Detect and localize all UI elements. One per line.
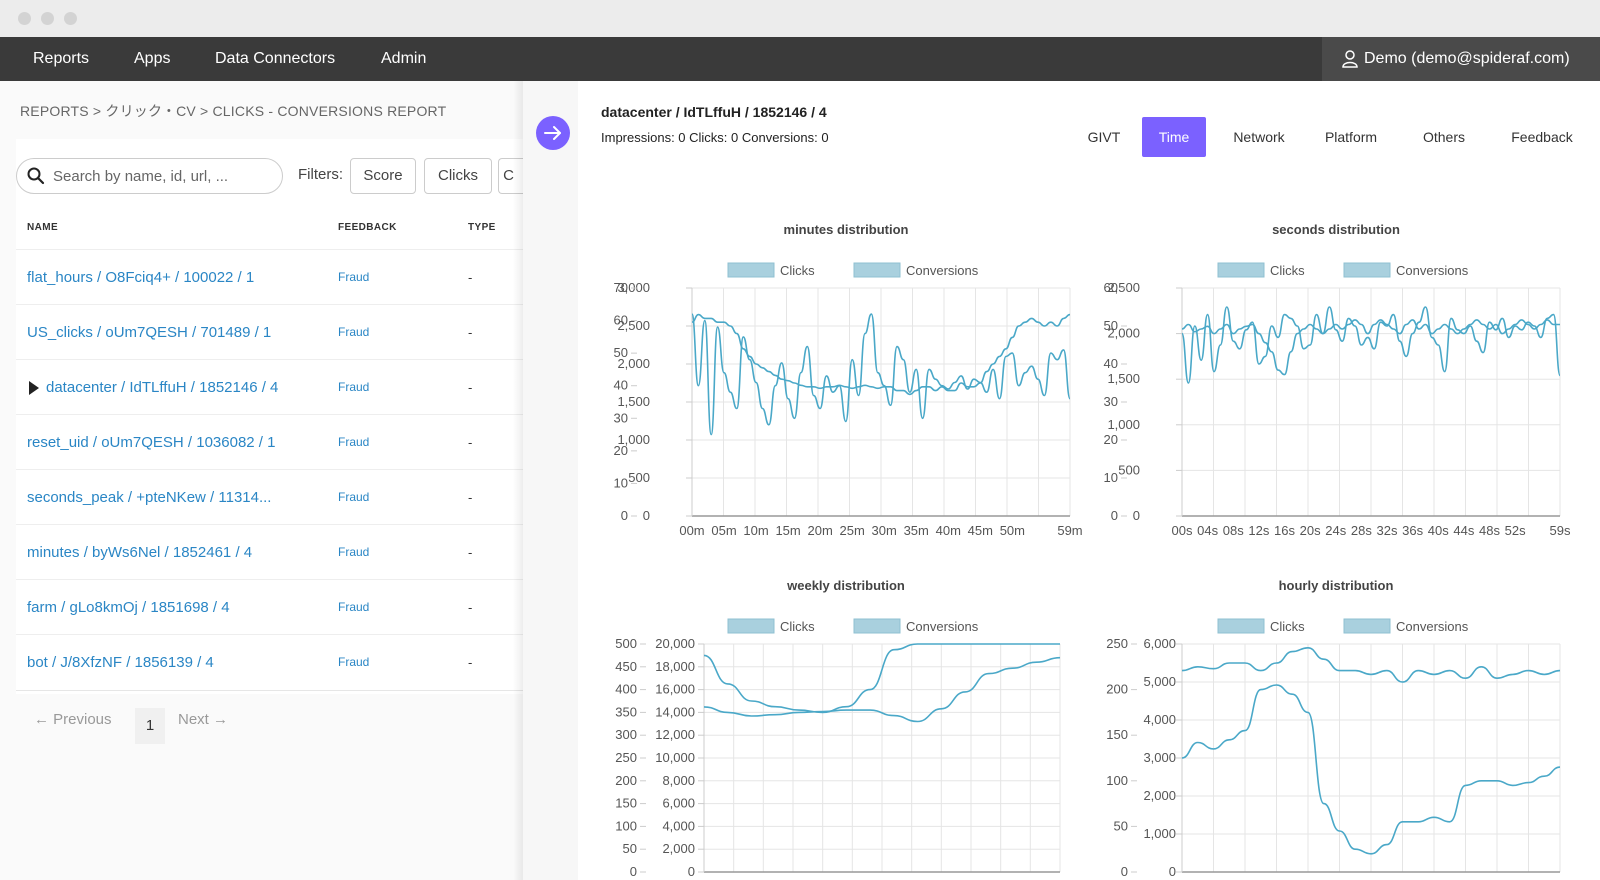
- breadcrumb: REPORTS > クリック・CV > CLICKS - CONVERSIONS…: [20, 103, 447, 119]
- top-navigation: Reports Apps Data Connectors Admin Demo …: [0, 37, 1600, 81]
- list-card: [16, 139, 523, 694]
- row-type: -: [468, 490, 473, 505]
- row-type: -: [468, 435, 473, 450]
- row-feedback[interactable]: Fraud: [338, 655, 370, 669]
- row-name-link[interactable]: reset_uid / oUm7QESH / 1036082 / 1: [27, 434, 276, 451]
- row-name-link[interactable]: bot / J/8XfzNF / 1856139 / 4: [27, 654, 214, 671]
- row-feedback[interactable]: Fraud: [338, 325, 370, 339]
- table-row[interactable]: flat_hours / O8Fciq4+ / 100022 / 1 Fraud…: [16, 249, 523, 305]
- filter-score-button[interactable]: Score: [350, 158, 416, 194]
- row-type: -: [468, 600, 473, 615]
- row-name-link[interactable]: flat_hours / O8Fciq4+ / 100022 / 1: [27, 269, 255, 286]
- tab-others[interactable]: Others: [1422, 129, 1465, 145]
- column-header-feedback[interactable]: FEEDBACK: [338, 222, 397, 233]
- row-type: -: [468, 655, 473, 670]
- detail-header: [578, 81, 1600, 194]
- table-row[interactable]: reset_uid / oUm7QESH / 1036082 / 1 Fraud…: [16, 414, 523, 470]
- row-feedback[interactable]: Fraud: [338, 600, 370, 614]
- row-feedback[interactable]: Fraud: [338, 490, 370, 504]
- table-row[interactable]: farm / gLo8kmOj / 1851698 / 4 Fraud -: [16, 579, 523, 635]
- row-feedback[interactable]: Fraud: [338, 435, 370, 449]
- close-window-icon[interactable]: [18, 12, 31, 25]
- detail-title: datacenter / IdTLffuH / 1852146 / 4: [601, 104, 827, 120]
- row-type: -: [468, 270, 473, 285]
- pager-previous-button[interactable]: ← Previous: [34, 711, 112, 728]
- table-row[interactable]: bot / J/8XfzNF / 1856139 / 4 Fraud -: [16, 634, 523, 691]
- row-type: -: [468, 325, 473, 340]
- tab-feedback[interactable]: Feedback: [1511, 129, 1573, 145]
- detail-stats: Impressions: 0 Clicks: 0 Conversions: 0: [601, 130, 829, 145]
- filter-clicks-button[interactable]: Clicks: [424, 158, 492, 194]
- nav-admin[interactable]: Admin: [381, 50, 427, 67]
- pager-next-button[interactable]: Next →: [178, 711, 229, 728]
- nav-data-connectors[interactable]: Data Connectors: [215, 50, 336, 67]
- search-box[interactable]: [16, 158, 283, 194]
- window-titlebar: [0, 0, 1600, 38]
- tab-network[interactable]: Network: [1233, 129, 1285, 145]
- user-menu[interactable]: Demo (demo@spideraf.com): [1322, 37, 1600, 81]
- row-name-link[interactable]: farm / gLo8kmOj / 1851698 / 4: [27, 599, 230, 616]
- row-type: -: [468, 380, 473, 395]
- tab-platform[interactable]: Platform: [1324, 129, 1378, 145]
- expand-triangle-icon[interactable]: [29, 381, 39, 395]
- user-name: Demo (demo@spideraf.com): [1364, 50, 1570, 67]
- row-name-link[interactable]: minutes / byWs6Nel / 1852461 / 4: [27, 544, 253, 561]
- search-icon: [27, 167, 45, 185]
- panel-divider: [513, 81, 523, 880]
- table-row[interactable]: minutes / byWs6Nel / 1852461 / 4 Fraud -: [16, 524, 523, 580]
- table-row-selected[interactable]: datacenter / IdTLffuH / 1852146 / 4 Frau…: [16, 359, 523, 415]
- minimize-window-icon[interactable]: [41, 12, 54, 25]
- row-feedback[interactable]: Fraud: [338, 380, 370, 394]
- column-header-type[interactable]: TYPE: [468, 222, 496, 233]
- row-feedback[interactable]: Fraud: [338, 545, 370, 559]
- charts-area: [578, 193, 1600, 880]
- nav-apps[interactable]: Apps: [134, 50, 171, 67]
- row-name-link[interactable]: US_clicks / oUm7QESH / 701489 / 1: [27, 324, 272, 341]
- user-icon: [1342, 50, 1358, 68]
- row-feedback[interactable]: Fraud: [338, 270, 370, 284]
- collapse-panel-button[interactable]: [536, 116, 570, 150]
- table-row[interactable]: seconds_peak / +pteNKew / 11314... Fraud…: [16, 469, 523, 525]
- column-header-name[interactable]: NAME: [27, 222, 59, 233]
- row-type: -: [468, 545, 473, 560]
- row-name-link[interactable]: seconds_peak / +pteNKew / 11314...: [27, 489, 272, 506]
- search-input[interactable]: [51, 165, 275, 187]
- pager-current-page[interactable]: 1: [135, 708, 165, 744]
- filters-label: Filters:: [298, 166, 343, 183]
- arrow-right-icon: [544, 126, 561, 140]
- row-name-link[interactable]: datacenter / IdTLffuH / 1852146 / 4: [46, 379, 279, 396]
- filter-conversions-button[interactable]: C: [498, 158, 524, 194]
- nav-reports[interactable]: Reports: [33, 50, 90, 67]
- tab-givt[interactable]: GIVT: [1087, 129, 1121, 145]
- tab-time[interactable]: Time: [1142, 117, 1206, 157]
- table-row[interactable]: US_clicks / oUm7QESH / 701489 / 1 Fraud …: [16, 304, 523, 360]
- maximize-window-icon[interactable]: [64, 12, 77, 25]
